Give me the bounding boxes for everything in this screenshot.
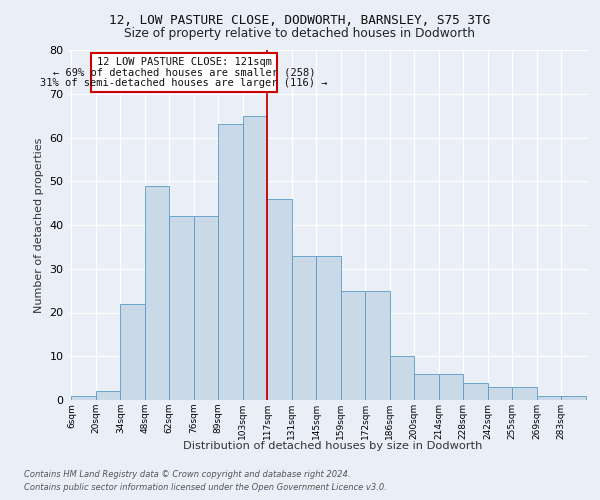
Bar [365,290,390,400]
Bar [536,396,561,400]
Text: 12, LOW PASTURE CLOSE, DODWORTH, BARNSLEY, S75 3TG: 12, LOW PASTURE CLOSE, DODWORTH, BARNSLE… [109,14,491,27]
Bar [71,396,96,400]
Bar [512,387,536,400]
Bar [292,256,316,400]
Y-axis label: Number of detached properties: Number of detached properties [34,138,44,312]
Bar [194,216,218,400]
FancyBboxPatch shape [91,53,277,92]
Bar [121,304,145,400]
Bar [316,256,341,400]
Text: Distribution of detached houses by size in Dodworth: Distribution of detached houses by size … [184,441,482,451]
Bar [488,387,512,400]
Text: Contains public sector information licensed under the Open Government Licence v3: Contains public sector information licen… [24,482,387,492]
Text: Contains HM Land Registry data © Crown copyright and database right 2024.: Contains HM Land Registry data © Crown c… [24,470,350,479]
Bar [439,374,463,400]
Text: 31% of semi-detached houses are larger (116) →: 31% of semi-detached houses are larger (… [40,78,328,88]
Text: ← 69% of detached houses are smaller (258): ← 69% of detached houses are smaller (25… [53,68,316,78]
Bar [243,116,267,400]
Text: Size of property relative to detached houses in Dodworth: Size of property relative to detached ho… [125,28,476,40]
Bar [267,198,292,400]
Bar [341,290,365,400]
Bar [96,391,121,400]
Bar [169,216,194,400]
Text: 12 LOW PASTURE CLOSE: 121sqm: 12 LOW PASTURE CLOSE: 121sqm [97,56,272,66]
Bar [218,124,243,400]
Bar [145,186,169,400]
Bar [414,374,439,400]
Bar [561,396,586,400]
Bar [463,382,488,400]
Bar [390,356,414,400]
